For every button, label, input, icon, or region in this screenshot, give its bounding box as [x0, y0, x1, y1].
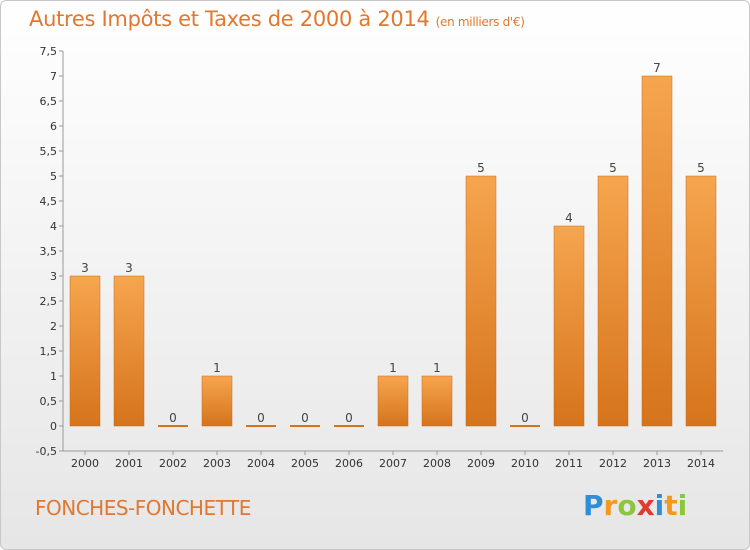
commune-name: FONCHES-FONCHETTE	[35, 496, 251, 520]
logo-letter: t	[664, 489, 678, 522]
y-tick-label: 7	[50, 70, 57, 83]
x-tick-label: 2012	[599, 457, 627, 470]
bar	[290, 425, 320, 427]
data-label: 0	[521, 411, 529, 425]
data-label: 0	[169, 411, 177, 425]
data-label: 1	[213, 361, 221, 375]
logo-letter: i	[654, 489, 665, 522]
y-tick-label: 6,5	[40, 95, 58, 108]
x-tick-label: 2003	[203, 457, 231, 470]
data-label: 0	[301, 411, 309, 425]
bar	[553, 225, 585, 427]
y-tick-label: 4,5	[40, 195, 58, 208]
x-tick-label: 2011	[555, 457, 583, 470]
x-tick-label: 2009	[467, 457, 495, 470]
data-label: 3	[125, 261, 133, 275]
y-tick-label: 1	[50, 370, 57, 383]
title-text: Autres Impôts et Taxes de 2000 à 2014	[29, 7, 430, 31]
x-tick-label: 2002	[159, 457, 187, 470]
y-tick-label: 0,5	[40, 395, 58, 408]
bar	[641, 75, 673, 427]
bar	[246, 425, 276, 427]
logo-letter: i	[677, 489, 688, 522]
chart-bars	[69, 75, 717, 427]
logo-letter: o	[617, 489, 637, 522]
y-tick-label: 0	[50, 420, 57, 433]
bar	[113, 275, 145, 427]
x-tick-label: 2010	[511, 457, 539, 470]
y-tick-label: 5	[50, 170, 57, 183]
bar	[334, 425, 364, 427]
data-label: 0	[345, 411, 353, 425]
bar	[421, 375, 453, 427]
y-tick-label: 4	[50, 220, 57, 233]
x-tick-label: 2000	[71, 457, 99, 470]
y-tick-label: -0,5	[36, 445, 57, 458]
y-tick-label: 1,5	[40, 345, 58, 358]
logo-letter: x	[636, 489, 655, 522]
y-tick-label: 2,5	[40, 295, 58, 308]
data-label: 5	[697, 161, 705, 175]
data-label: 1	[433, 361, 441, 375]
x-tick-label: 2007	[379, 457, 407, 470]
y-tick-label: 3,5	[40, 245, 58, 258]
data-label: 0	[257, 411, 265, 425]
y-tick-label: 3	[50, 270, 57, 283]
bar	[201, 375, 233, 427]
bar	[597, 175, 629, 427]
y-tick-label: 6	[50, 120, 57, 133]
y-tick-label: 5,5	[40, 145, 58, 158]
bar	[69, 275, 101, 427]
data-label: 7	[653, 61, 661, 75]
data-label: 5	[609, 161, 617, 175]
logo-letter: r	[603, 489, 618, 522]
proxiti-logo: Proxiti	[583, 489, 687, 522]
x-tick-label: 2013	[643, 457, 671, 470]
chart-data-labels: 3 3 0 1 0 0 0 1 1 5 0 4 5 7 5	[81, 61, 705, 425]
x-tick-label: 2001	[115, 457, 143, 470]
y-tick-label: 2	[50, 320, 57, 333]
chart-subtitle: (en milliers d'€)	[435, 15, 525, 29]
bar	[158, 425, 188, 427]
x-tick-label: 2008	[423, 457, 451, 470]
bar	[685, 175, 717, 427]
chart-title: Autres Impôts et Taxes de 2000 à 2014 (en…	[29, 7, 525, 31]
bar	[510, 425, 540, 427]
x-tick-label: 2014	[687, 457, 715, 470]
data-label: 1	[389, 361, 397, 375]
x-tick-label: 2006	[335, 457, 363, 470]
y-tick-label: 7,5	[40, 45, 58, 58]
data-label: 3	[81, 261, 89, 275]
bar	[465, 175, 497, 427]
data-label: 4	[565, 211, 573, 225]
x-tick-label: 2004	[247, 457, 275, 470]
bar	[377, 375, 409, 427]
logo-letter: P	[583, 489, 604, 522]
x-tick-label: 2005	[291, 457, 319, 470]
data-label: 5	[477, 161, 485, 175]
chart-axes: -0,5 0 0,5 1 1,5 2 2,5 3 3,5 4 4,5 5 5,5 6 6,5 7 7,5 2000…	[36, 45, 723, 470]
